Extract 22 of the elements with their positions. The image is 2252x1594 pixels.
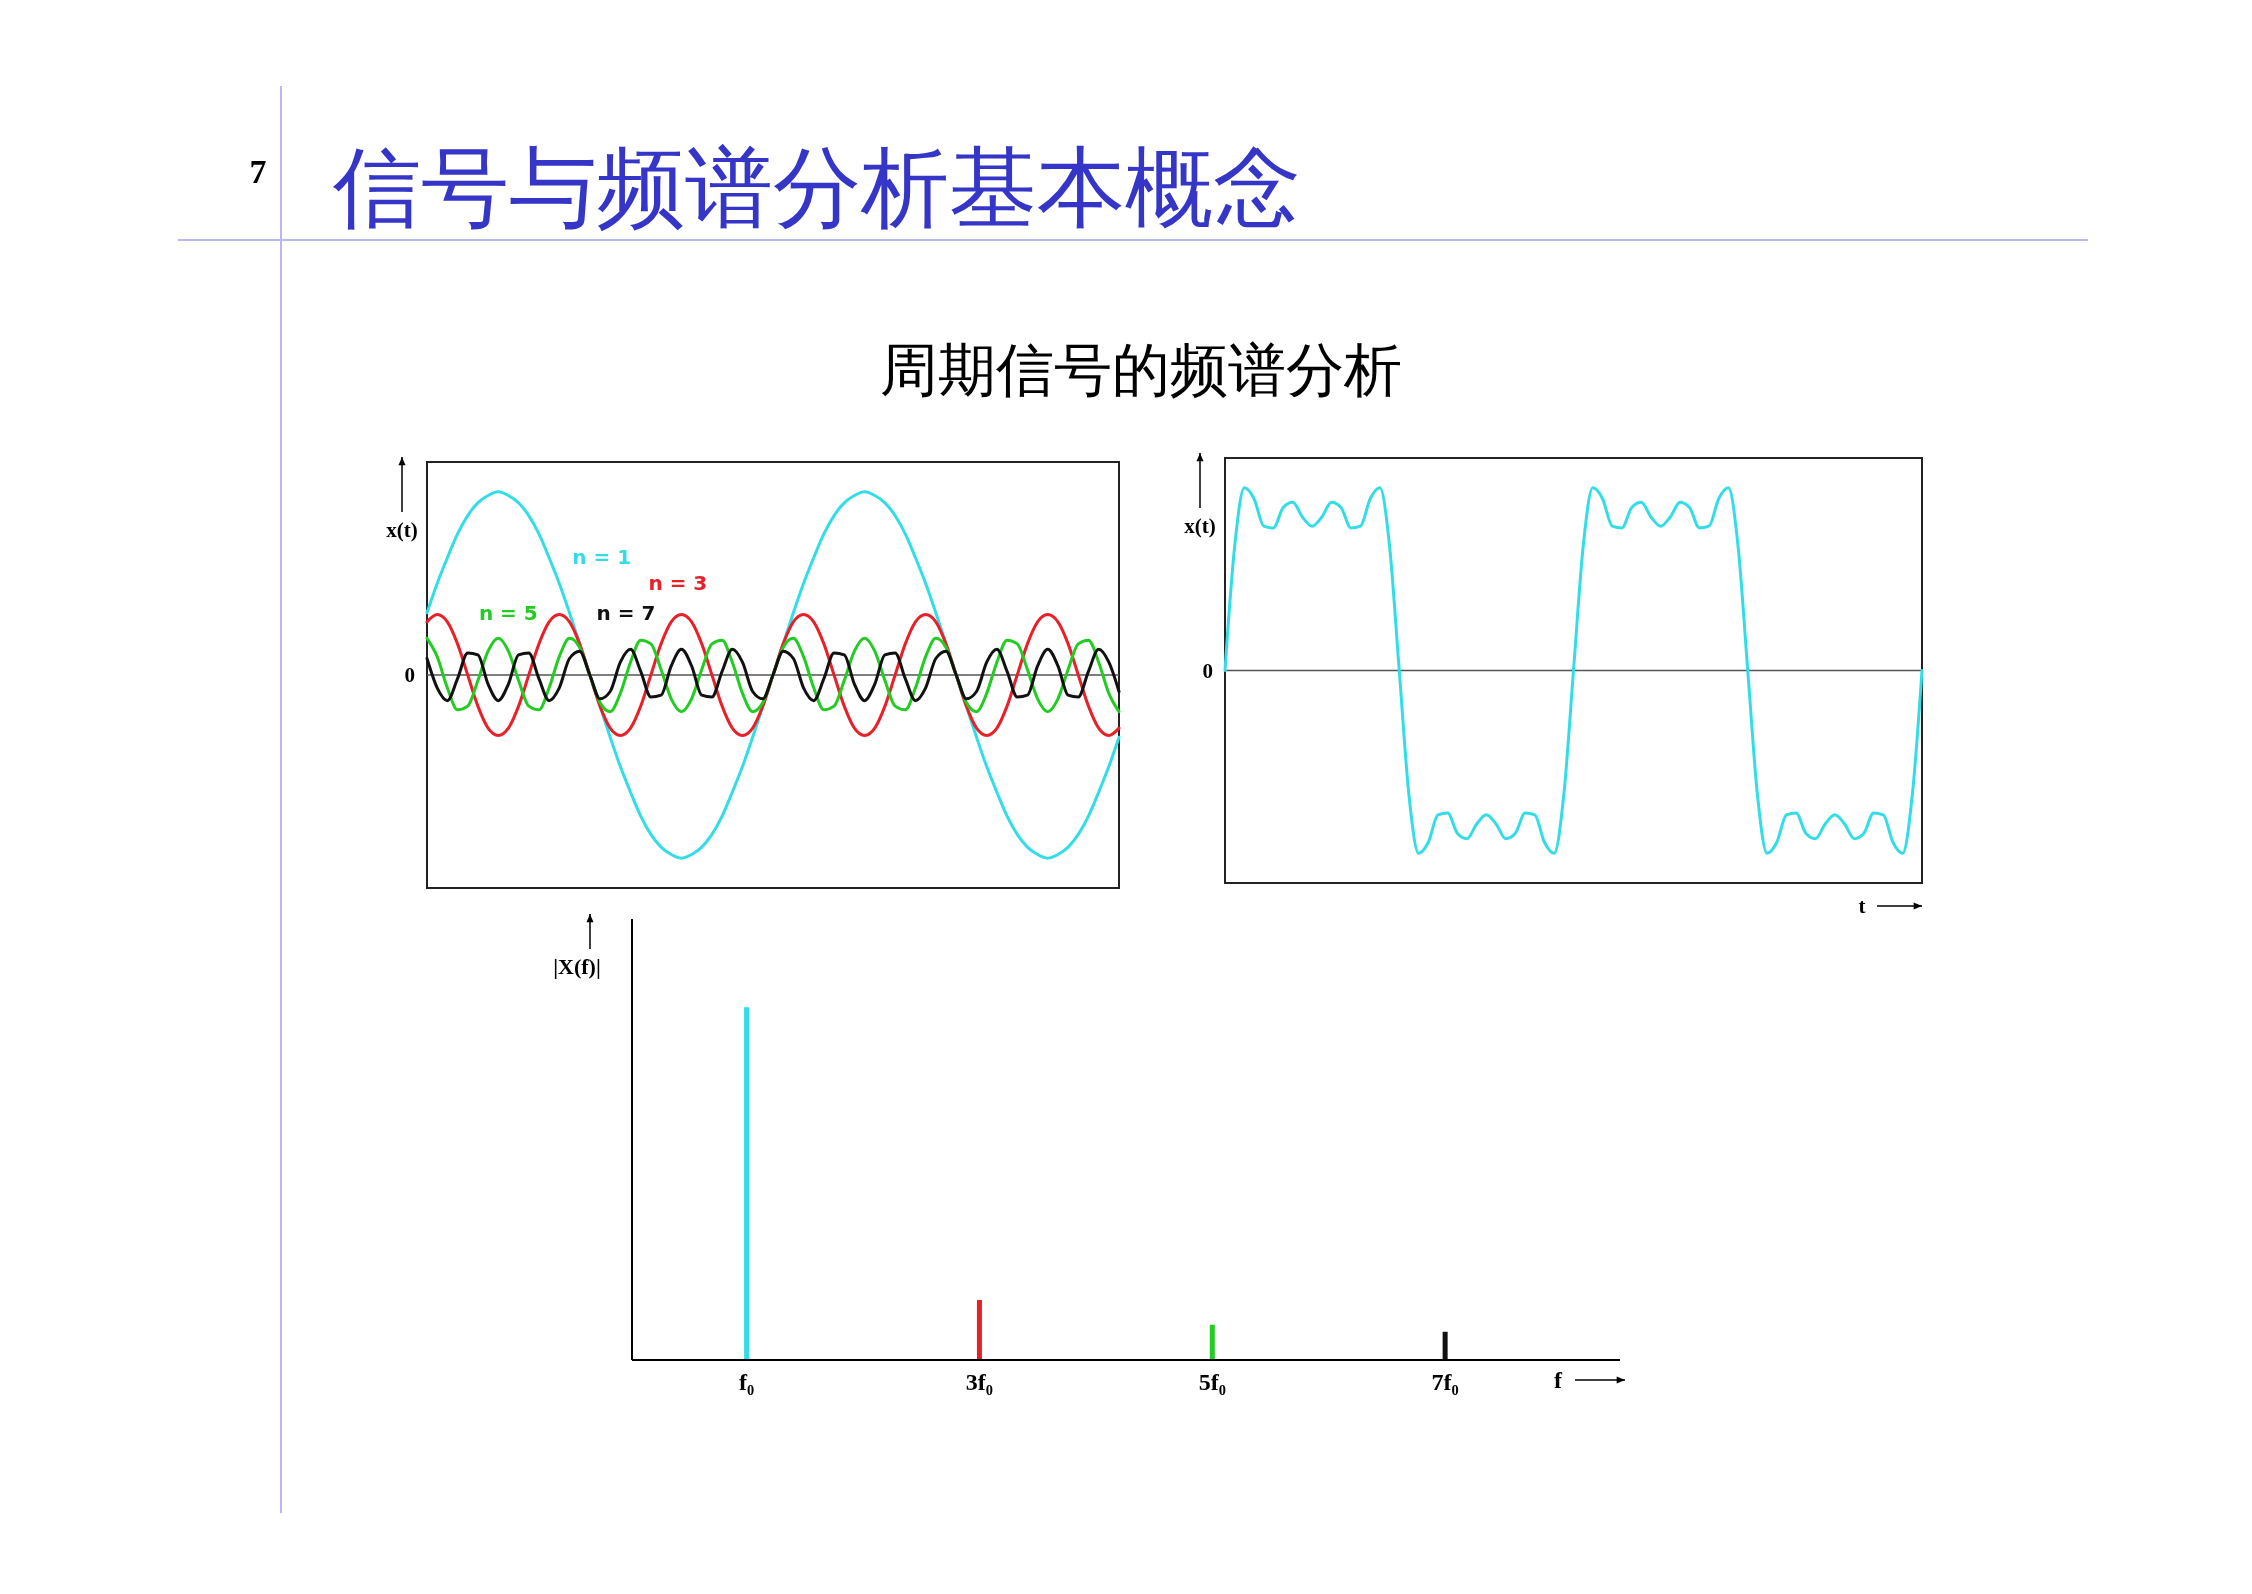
series-label: n = 3 bbox=[648, 570, 708, 595]
bar bbox=[976, 1300, 982, 1360]
series-label: n = 1 bbox=[572, 545, 632, 570]
x-axis-title: f bbox=[1554, 1367, 1563, 1393]
text: 0 bbox=[1202, 658, 1213, 683]
text: 7 bbox=[249, 153, 267, 190]
chart-subtitle: 周期信号的频谱分析 bbox=[880, 338, 1402, 403]
bar bbox=[744, 1007, 750, 1360]
x-axis-title: t bbox=[1858, 894, 1866, 918]
series-label: n = 5 bbox=[478, 600, 538, 625]
y-axis-title: x(t) bbox=[386, 518, 418, 542]
y-axis-title: |X(f)| bbox=[553, 954, 601, 979]
y-axis-title: x(t) bbox=[1184, 514, 1216, 538]
bar bbox=[1442, 1331, 1448, 1360]
x-tick-label: f₀ bbox=[739, 1369, 755, 1395]
chart-title: 信号与频谱分析基本概念 bbox=[333, 140, 1301, 237]
x-tick-label: 7f₀ bbox=[1431, 1369, 1459, 1395]
series-label: n = 7 bbox=[596, 600, 656, 625]
x-tick-label: 5f₀ bbox=[1198, 1369, 1226, 1395]
bar bbox=[1209, 1324, 1215, 1360]
text: 0 bbox=[404, 663, 415, 687]
x-tick-label: 3f₀ bbox=[965, 1369, 994, 1395]
